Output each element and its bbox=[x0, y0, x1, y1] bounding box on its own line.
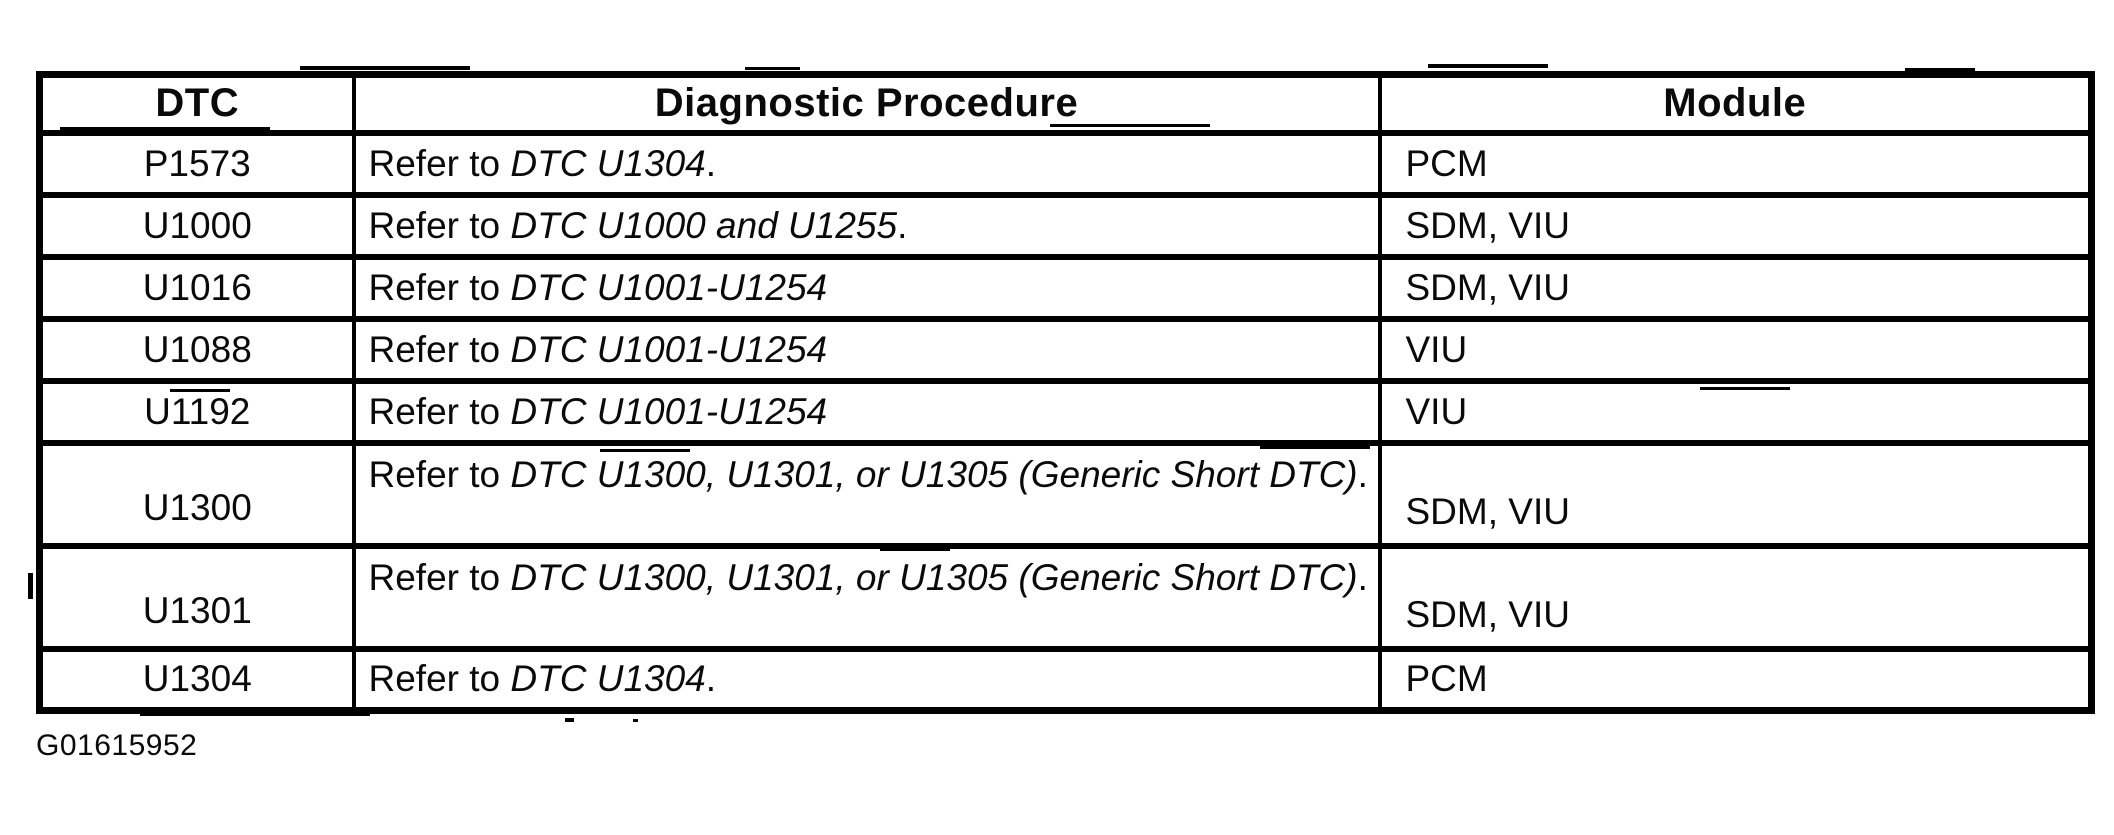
module-cell: SDM, VIU bbox=[1377, 439, 2094, 549]
procedure-cell: Refer to DTC U1304. bbox=[351, 645, 1382, 714]
dtc-cell: P1573 bbox=[37, 129, 356, 198]
header-module: Module bbox=[1377, 71, 2094, 136]
scan-artifact bbox=[170, 389, 230, 392]
table-row: U1000 Refer to DTC U1000 and U1255. SDM, V… bbox=[37, 191, 2094, 260]
scan-artifact bbox=[1050, 124, 1210, 127]
procedure-suffix: . bbox=[1357, 453, 1368, 495]
procedure-reference: DTC U1000 and U1255 bbox=[510, 204, 898, 246]
procedure-prefix: Refer to bbox=[368, 658, 511, 700]
procedure-reference: DTC U1304 bbox=[510, 142, 706, 184]
procedure-reference: DTC U1304 bbox=[510, 658, 706, 700]
dtc-table-body: P1573 Refer to DTC U1304. PCM U1000 Refer to… bbox=[37, 129, 2094, 714]
scan-artifact bbox=[1905, 68, 1975, 71]
module-cell: SDM, VIU bbox=[1377, 191, 2094, 260]
scan-artifact bbox=[1700, 387, 1790, 390]
scan-artifact bbox=[565, 718, 574, 722]
procedure-prefix: Refer to bbox=[368, 556, 511, 598]
header-diagnostic-procedure: Diagnostic Procedure bbox=[351, 71, 1382, 136]
dtc-cell: U1192 bbox=[37, 377, 356, 446]
procedure-cell: Refer to DTC U1000 and U1255. bbox=[351, 191, 1382, 260]
scan-artifact bbox=[745, 67, 800, 70]
scan-artifact bbox=[300, 66, 470, 70]
scan-artifact bbox=[633, 719, 638, 722]
procedure-suffix: . bbox=[897, 204, 908, 246]
scan-artifact bbox=[60, 127, 270, 130]
module-cell: SDM, VIU bbox=[1377, 542, 2094, 652]
scan-artifact bbox=[28, 573, 33, 599]
procedure-cell: Refer to DTC U1001-U1254 bbox=[351, 253, 1382, 322]
procedure-reference: DTC U1300, U1301, or U1305 (Generic Shor… bbox=[510, 453, 1358, 495]
scan-artifact bbox=[880, 548, 950, 551]
header-row: DTC Diagnostic Procedure Module bbox=[37, 71, 2094, 136]
procedure-prefix: Refer to bbox=[368, 204, 511, 246]
dtc-cell: U1300 bbox=[37, 439, 356, 549]
dtc-table: DTC Diagnostic Procedure Module P1573 Ref… bbox=[36, 71, 2095, 714]
procedure-cell: Refer to DTC U1001-U1254 bbox=[351, 315, 1382, 384]
procedure-prefix: Refer to bbox=[368, 390, 511, 432]
table-row: U1301 Refer to DTC U1300, U1301, or U1305… bbox=[37, 542, 2094, 652]
table-row: U1192 Refer to DTC U1001-U1254 VIU bbox=[37, 377, 2094, 446]
scan-artifact bbox=[140, 712, 370, 716]
scan-artifact bbox=[1428, 64, 1548, 68]
header-dtc: DTC bbox=[37, 71, 356, 136]
procedure-prefix: Refer to bbox=[368, 266, 511, 308]
table-row: U1304 Refer to DTC U1304. PCM bbox=[37, 645, 2094, 714]
module-cell: PCM bbox=[1377, 645, 2094, 714]
procedure-reference: DTC U1300, U1301, or U1305 (Generic Shor… bbox=[510, 556, 1358, 598]
procedure-reference: DTC U1001-U1254 bbox=[510, 266, 828, 308]
module-cell: VIU bbox=[1377, 315, 2094, 384]
scan-artifact bbox=[1260, 446, 1370, 449]
procedure-cell: Refer to DTC U1300, U1301, or U1305 (Gen… bbox=[351, 542, 1382, 652]
scan-artifact bbox=[600, 449, 690, 452]
dtc-cell: U1301 bbox=[37, 542, 356, 652]
procedure-cell: Refer to DTC U1001-U1254 bbox=[351, 377, 1382, 446]
dtc-cell: U1304 bbox=[37, 645, 356, 714]
procedure-reference: DTC U1001-U1254 bbox=[510, 328, 828, 370]
module-cell: PCM bbox=[1377, 129, 2094, 198]
dtc-table-header: DTC Diagnostic Procedure Module bbox=[37, 71, 2094, 136]
procedure-prefix: Refer to bbox=[368, 142, 511, 184]
procedure-suffix: . bbox=[705, 658, 717, 700]
figure-id-caption: G01615952 bbox=[36, 729, 198, 762]
procedure-cell: Refer to DTC U1304. bbox=[351, 129, 1382, 198]
table-row: U1300 Refer to DTC U1300, U1301, or U1305… bbox=[37, 439, 2094, 549]
procedure-prefix: Refer to bbox=[368, 328, 511, 370]
procedure-suffix: . bbox=[705, 142, 717, 184]
procedure-suffix: . bbox=[1357, 556, 1368, 598]
module-cell: SDM, VIU bbox=[1377, 253, 2094, 322]
dtc-cell: U1000 bbox=[37, 191, 356, 260]
procedure-cell: Refer to DTC U1300, U1301, or U1305 (Gen… bbox=[351, 439, 1382, 549]
dtc-cell: U1016 bbox=[37, 253, 356, 322]
procedure-reference: DTC U1001-U1254 bbox=[510, 390, 828, 432]
table-row: U1088 Refer to DTC U1001-U1254 VIU bbox=[37, 315, 2094, 384]
procedure-prefix: Refer to bbox=[368, 453, 511, 495]
dtc-cell: U1088 bbox=[37, 315, 356, 384]
table-row: P1573 Refer to DTC U1304. PCM bbox=[37, 129, 2094, 198]
table-row: U1016 Refer to DTC U1001-U1254 SDM, VIU bbox=[37, 253, 2094, 322]
